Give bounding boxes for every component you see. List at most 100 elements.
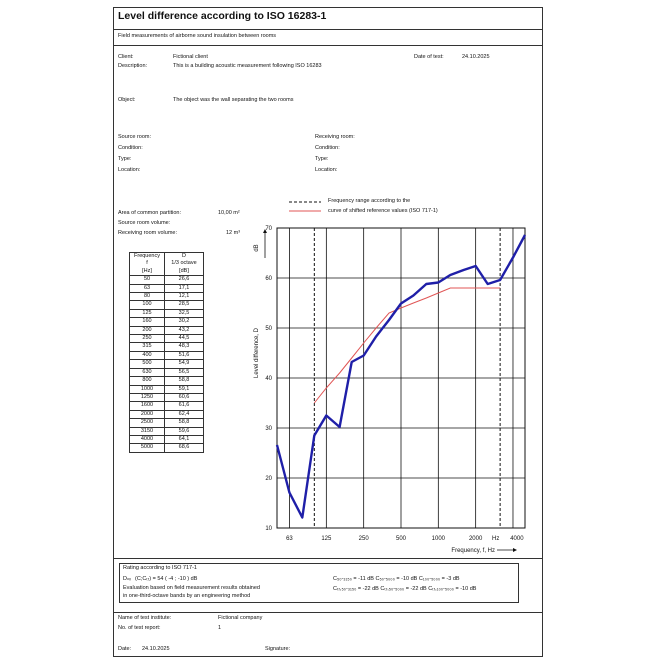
frequency-cell: 3150 xyxy=(129,426,165,436)
level-cell: 44,5 xyxy=(164,334,204,344)
receiving-volume-label: Receiving room volume: xyxy=(118,230,177,236)
legend-shifted-curve: curve of shifted reference values (ISO 7… xyxy=(328,208,438,214)
table-row: 80 12,1 xyxy=(129,292,204,302)
frequency-cell: 200 xyxy=(129,325,165,336)
divider xyxy=(113,558,543,559)
legend-lines xyxy=(289,201,321,212)
table-row: 5000 68,6 xyxy=(129,443,204,453)
table-row: 315 48,3 xyxy=(129,342,204,352)
receiving-volume-value: 12 m³ xyxy=(226,230,241,236)
c-terms-2: Cₜᵣ,₅₀-₃₁₅₀ = -22 dB Cₜᵣ,₅₀-₅₀₀₀ = -22 d… xyxy=(333,586,477,592)
frequency-cell: 160 xyxy=(129,317,165,327)
level-cell: 61,6 xyxy=(164,401,204,411)
y-tick-label: 70 xyxy=(265,226,272,232)
x-tick-label: 63 xyxy=(286,536,293,542)
report-value: 1 xyxy=(218,625,222,631)
description-label: Description: xyxy=(118,63,148,69)
level-cell: 58,8 xyxy=(164,418,204,428)
level-cell: 60,6 xyxy=(164,392,204,403)
table-row: 100 28,5 xyxy=(129,300,204,310)
frequency-cell: 63 xyxy=(129,283,165,294)
x-tick-label: 125 xyxy=(321,536,332,542)
x-axis-label: Frequency, f, Hz xyxy=(451,548,495,554)
table-header: f xyxy=(129,260,165,268)
institute-value: Fictional company xyxy=(218,615,263,621)
table-row: 200 43,2 xyxy=(129,325,204,336)
receiving-room-label: Receiving room: xyxy=(315,134,355,140)
frequency-cell: 500 xyxy=(129,359,165,369)
receiving-condition-label: Condition: xyxy=(315,145,340,151)
evaluation-line-1: Evaluation based on field measurement re… xyxy=(123,585,260,591)
level-cell: 43,2 xyxy=(164,325,204,336)
table-row: 2500 58,8 xyxy=(129,418,204,428)
level-cell: 28,5 xyxy=(164,300,204,310)
source-location-label: Location: xyxy=(118,167,141,173)
level-cell: 59,6 xyxy=(164,426,204,436)
level-cell: 62,4 xyxy=(164,409,204,420)
chart-marks xyxy=(275,234,527,519)
chart-grid xyxy=(276,227,526,529)
receiving-location-label: Location: xyxy=(315,167,338,173)
frequency-cell: 50 xyxy=(129,275,165,285)
frequency-cell: 2000 xyxy=(129,409,165,420)
table-header: Frequency xyxy=(129,252,165,261)
y-tick-label: 40 xyxy=(265,376,272,382)
x-tick-label: 250 xyxy=(359,536,370,542)
table-row: 400 51,6 xyxy=(129,350,204,361)
client-label: Client: xyxy=(118,54,134,60)
level-cell: 64,1 xyxy=(164,434,204,445)
level-cell: 68,6 xyxy=(164,443,204,453)
frequency-cell: 400 xyxy=(129,350,165,361)
level-cell: 56,5 xyxy=(164,367,204,378)
x-axis-arrow-head xyxy=(513,548,517,552)
table-row: 1000 59,1 xyxy=(129,384,204,394)
object-value: The object was the wall separating the t… xyxy=(173,97,294,103)
measured-level-difference-line xyxy=(275,234,527,519)
y-tick-label: 30 xyxy=(265,426,272,432)
frequency-cell: 315 xyxy=(129,342,165,352)
dnw-label: Dₙᵥ xyxy=(123,576,131,582)
receiving-type-label: Type: xyxy=(315,156,329,162)
table-header: [dB] xyxy=(164,267,204,277)
table-row: 500 54,9 xyxy=(129,359,204,369)
frequency-cell: 800 xyxy=(129,376,165,386)
divider xyxy=(113,612,543,613)
level-cell: 12,1 xyxy=(164,292,204,302)
y-tick-label: 60 xyxy=(265,276,272,282)
report-label: No. of test report: xyxy=(118,625,161,631)
signature-label: Signature: xyxy=(265,646,291,652)
description-value: This is a building acoustic measurement … xyxy=(173,63,322,69)
y-unit-label: dB xyxy=(254,244,260,251)
rating-box xyxy=(119,563,519,603)
divider xyxy=(113,45,543,46)
y-tick-label: 50 xyxy=(265,326,272,332)
frequency-cell: 2500 xyxy=(129,418,165,428)
x-tick-label: 2000 xyxy=(469,536,483,542)
frequency-table: Frequency D f 1/3 octave [Hz] [dB] 50 26,6 63… xyxy=(129,252,204,453)
date-of-test-value: 24.10.2025 xyxy=(462,54,490,60)
x-tick-label: 1000 xyxy=(432,536,446,542)
table-row: 160 30,2 xyxy=(129,317,204,327)
client-value: Fictional client xyxy=(173,54,208,60)
table-header: [Hz] xyxy=(129,267,165,277)
level-cell: 48,3 xyxy=(164,342,204,352)
level-cell: 58,8 xyxy=(164,376,204,386)
frequency-cell: 5000 xyxy=(129,443,165,453)
frequency-cell: 1600 xyxy=(129,401,165,411)
level-cell: 51,6 xyxy=(164,350,204,361)
x-tick-label: 500 xyxy=(396,536,407,542)
table-row: 800 58,8 xyxy=(129,376,204,386)
legend-freq-range: Frequency range according to the xyxy=(328,198,411,204)
rating-title: Rating according to ISO 717-1 xyxy=(123,565,197,571)
page-title: Level difference according to ISO 16283-… xyxy=(118,10,327,22)
table-row: 1600 61,6 xyxy=(129,401,204,411)
frequency-cell: 80 xyxy=(129,292,165,302)
frequency-cell: 100 xyxy=(129,300,165,310)
table-row: 250 44,5 xyxy=(129,334,204,344)
table-row: 2000 62,4 xyxy=(129,409,204,420)
level-cell: 59,1 xyxy=(164,384,204,394)
y-tick-label: 20 xyxy=(265,476,272,482)
divider xyxy=(113,29,543,30)
frequency-cell: 630 xyxy=(129,367,165,378)
source-type-label: Type: xyxy=(118,156,132,162)
